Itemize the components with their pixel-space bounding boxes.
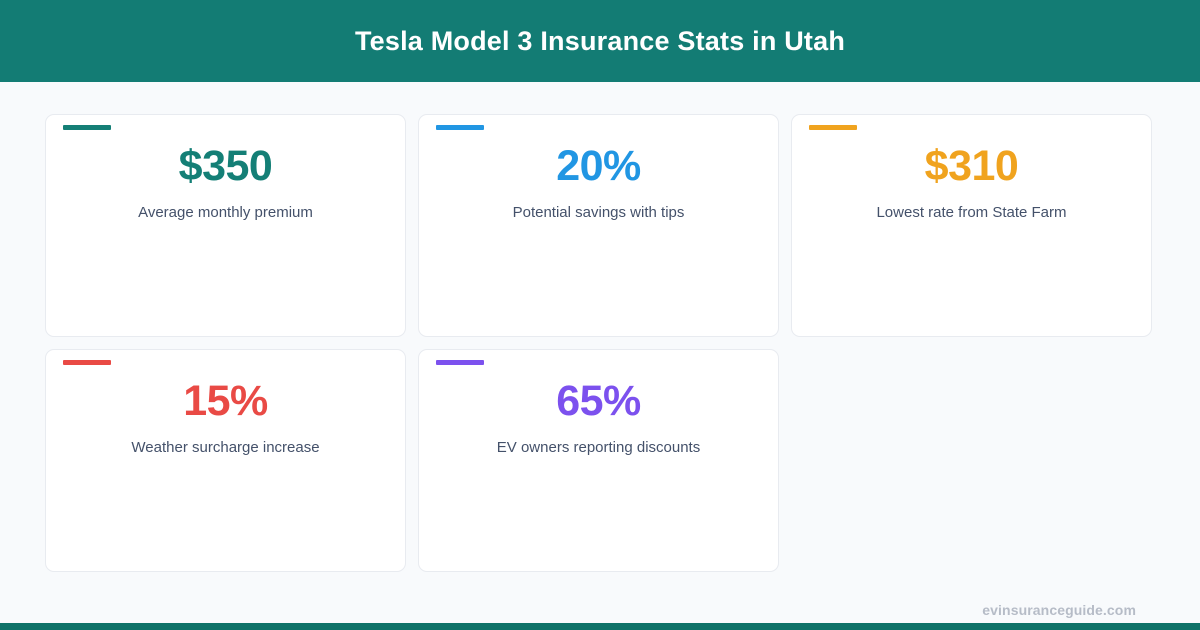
stat-label: Potential savings with tips (512, 204, 685, 221)
accent-bar (63, 360, 111, 365)
stat-label: Average monthly premium (138, 204, 313, 221)
accent-bar (809, 125, 857, 130)
footer-accent-strip (0, 623, 1200, 630)
stat-card: $310 Lowest rate from State Farm (791, 114, 1152, 337)
stats-grid: $350 Average monthly premium 20% Potenti… (45, 114, 1155, 572)
stat-card: 20% Potential savings with tips (418, 114, 779, 337)
footer-brand: evinsuranceguide.com (982, 602, 1136, 618)
accent-bar (436, 125, 484, 130)
stat-label: Weather surcharge increase (131, 439, 320, 456)
accent-bar (436, 360, 484, 365)
page-header: Tesla Model 3 Insurance Stats in Utah (0, 0, 1200, 82)
page-title: Tesla Model 3 Insurance Stats in Utah (354, 25, 846, 56)
stat-value: 20% (556, 142, 641, 190)
accent-bar (63, 125, 111, 130)
stat-value: $350 (178, 142, 273, 190)
stat-value: $310 (924, 142, 1019, 190)
stat-card: 15% Weather surcharge increase (45, 349, 406, 572)
stat-label: EV owners reporting discounts (496, 439, 701, 456)
stat-label: Lowest rate from State Farm (876, 204, 1067, 221)
stat-card: 65% EV owners reporting discounts (418, 349, 779, 572)
stat-value: 15% (183, 377, 268, 425)
stat-card: $350 Average monthly premium (45, 114, 406, 337)
stat-value: 65% (556, 377, 641, 425)
